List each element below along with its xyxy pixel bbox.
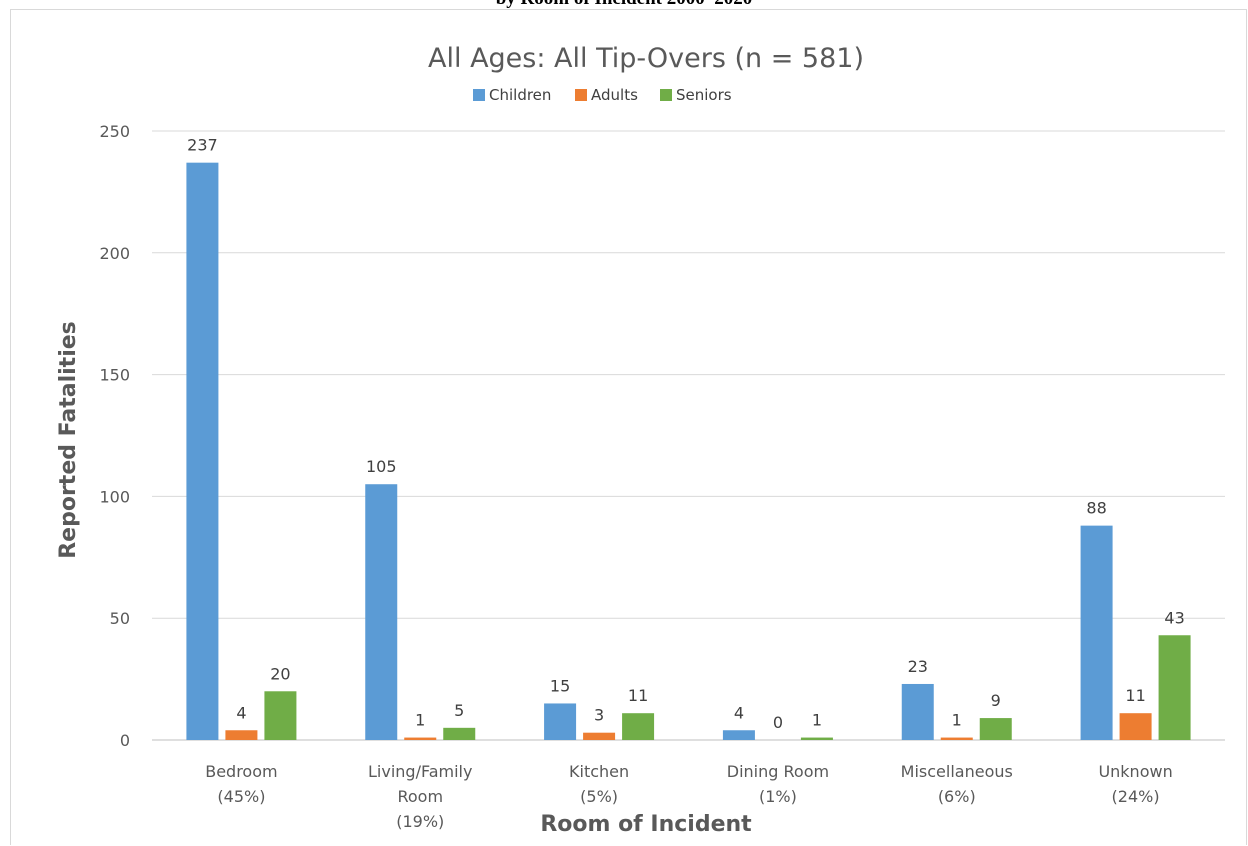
bar-children xyxy=(186,162,219,741)
y-tick-label: 100 xyxy=(99,487,130,506)
y-tick-label: 0 xyxy=(120,731,130,750)
data-label: 88 xyxy=(1086,499,1106,518)
y-tick-label: 200 xyxy=(99,244,130,263)
legend-swatch-seniors xyxy=(660,89,672,101)
data-label: 237 xyxy=(187,136,218,155)
x-category-label: Room xyxy=(397,787,443,806)
x-category-label: (6%) xyxy=(938,787,976,806)
bar-seniors xyxy=(264,691,297,740)
legend-label-seniors: Seniors xyxy=(676,86,732,104)
x-category-label: Living/Family xyxy=(368,762,472,781)
data-label: 105 xyxy=(366,457,397,476)
legend-swatch-children xyxy=(473,89,485,101)
data-label: 1 xyxy=(812,711,822,730)
x-category-label: Kitchen xyxy=(569,762,629,781)
bar-adults xyxy=(225,730,258,740)
x-category-label: (45%) xyxy=(217,787,265,806)
data-label: 11 xyxy=(1125,686,1145,705)
chart-frame xyxy=(10,9,1247,845)
bar-seniors xyxy=(622,713,655,740)
bar-children xyxy=(1080,525,1113,740)
y-tick-label: 250 xyxy=(99,122,130,141)
data-label: 4 xyxy=(236,703,246,722)
x-category-label: (1%) xyxy=(759,787,797,806)
data-label: 15 xyxy=(550,676,570,695)
bar-seniors xyxy=(443,727,476,740)
y-axis-title: Reported Fatalities xyxy=(56,321,81,559)
data-label: 0 xyxy=(773,713,783,732)
data-label: 11 xyxy=(628,686,648,705)
bar-children xyxy=(901,683,934,740)
x-category-label: Unknown xyxy=(1098,762,1172,781)
bar-seniors xyxy=(800,737,833,740)
x-category-label: (5%) xyxy=(580,787,618,806)
data-label: 20 xyxy=(270,664,290,683)
x-category-label: (24%) xyxy=(1112,787,1160,806)
data-label: 23 xyxy=(908,657,928,676)
x-category-label: Miscellaneous xyxy=(901,762,1013,781)
bar-children xyxy=(722,730,755,740)
data-label: 1 xyxy=(415,711,425,730)
data-label: 9 xyxy=(991,691,1001,710)
data-label: 43 xyxy=(1164,608,1184,627)
x-category-label: Dining Room xyxy=(727,762,829,781)
data-label: 5 xyxy=(454,701,464,720)
x-category-label: Bedroom xyxy=(205,762,277,781)
chart-title: All Ages: All Tip-Overs (n = 581) xyxy=(428,43,864,74)
y-tick-label: 150 xyxy=(99,366,130,385)
bar-seniors xyxy=(979,718,1012,740)
document-heading: by Room of Incident 2000–2020 xyxy=(0,0,1248,10)
bar-children xyxy=(544,703,577,740)
y-tick-label: 50 xyxy=(110,609,130,628)
bar-seniors xyxy=(1158,635,1191,740)
x-axis-title: Room of Incident xyxy=(540,812,752,837)
bar-adults xyxy=(1119,713,1152,740)
legend-label-adults: Adults xyxy=(591,86,638,104)
data-label: 1 xyxy=(952,711,962,730)
data-label: 3 xyxy=(594,706,604,725)
data-label: 4 xyxy=(734,703,744,722)
bar-children xyxy=(365,484,398,740)
x-category-label: (19%) xyxy=(396,812,444,831)
bar-adults xyxy=(940,737,973,740)
bar-adults xyxy=(583,732,616,740)
legend-label-children: Children xyxy=(489,86,551,104)
bar-adults xyxy=(404,737,437,740)
legend-swatch-adults xyxy=(575,89,587,101)
